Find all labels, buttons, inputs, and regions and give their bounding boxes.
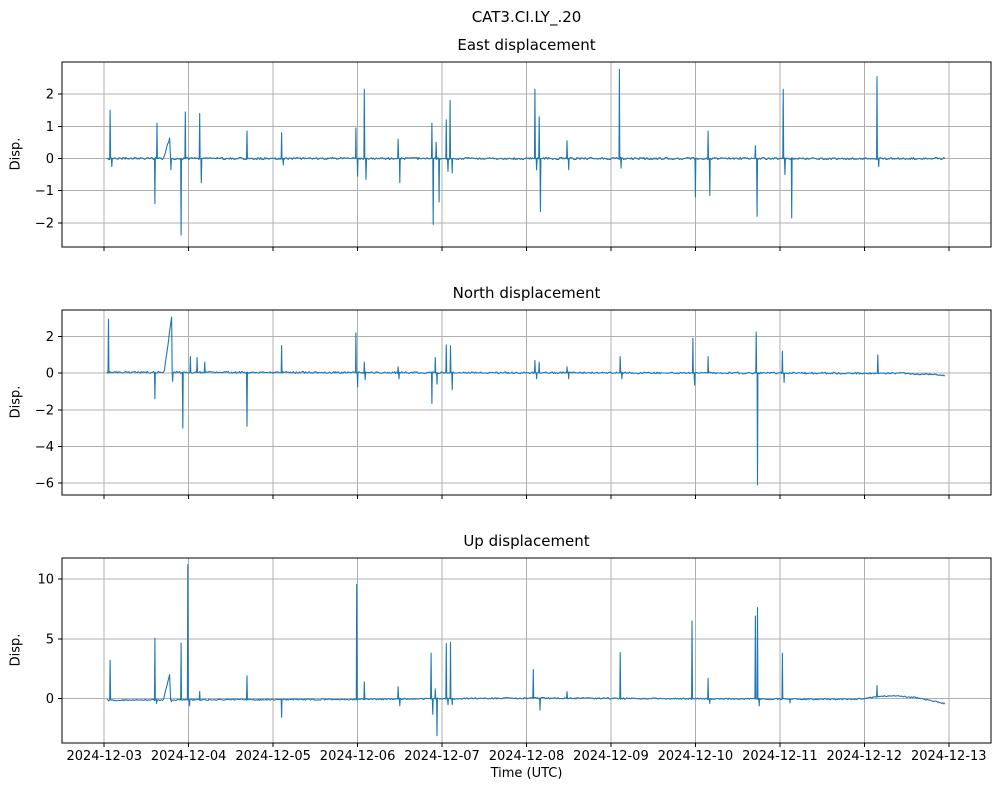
x-tick-label: 2024-12-08 <box>489 749 565 764</box>
north-grid <box>62 310 991 495</box>
subplot-title-east: East displacement <box>457 36 596 54</box>
x-tick-label: 2024-12-03 <box>66 749 142 764</box>
y-tick-label: 10 <box>37 572 54 587</box>
east-axes <box>58 61 992 251</box>
y-tick-label: −6 <box>35 477 54 492</box>
east-ytick-labels: 2 1 0 −1 −2 <box>35 88 54 232</box>
east-grid <box>62 62 991 247</box>
x-tick-label: 2024-12-07 <box>404 749 480 764</box>
y-tick-label: −2 <box>35 403 54 418</box>
y-tick-label: 5 <box>46 632 54 647</box>
xtick-labels: 2024-12-03 2024-12-04 2024-12-05 2024-12-06… <box>66 749 986 764</box>
subplot-title-up: Up displacement <box>463 532 590 550</box>
x-tick-label: 2024-12-11 <box>742 749 818 764</box>
figure-title: CAT3.CI.LY_.20 <box>471 8 582 26</box>
x-tick-label: 2024-12-04 <box>151 749 227 764</box>
x-tick-label: 2024-12-05 <box>235 749 311 764</box>
up-grid <box>62 558 991 743</box>
north-axes <box>58 309 992 499</box>
y-tick-label: 0 <box>46 692 54 707</box>
x-tick-label: 2024-12-12 <box>827 749 903 764</box>
y-tick-label: 2 <box>46 88 54 103</box>
x-tick-label: 2024-12-06 <box>320 749 396 764</box>
y-tick-label: 0 <box>46 367 54 382</box>
y-tick-label: −2 <box>35 216 54 231</box>
subplot-title-north: North displacement <box>452 284 601 302</box>
up-axes <box>58 557 992 747</box>
north-ytick-labels: 2 0 −2 −4 −6 <box>35 330 54 492</box>
x-axis-label: Time (UTC) <box>490 766 563 781</box>
y-tick-label: 1 <box>46 120 54 135</box>
east-line <box>106 68 946 236</box>
up-line <box>106 564 946 737</box>
up-ytick-labels: 10 5 0 <box>37 572 54 707</box>
north-line <box>106 316 946 486</box>
x-tick-label: 2024-12-09 <box>573 749 649 764</box>
x-tick-label: 2024-12-10 <box>658 749 734 764</box>
y-tick-label: 0 <box>46 152 54 167</box>
y-tick-label: −1 <box>35 184 54 199</box>
y-tick-label: 2 <box>46 330 54 345</box>
y-tick-label: −4 <box>35 440 54 455</box>
x-tick-label: 2024-12-13 <box>911 749 987 764</box>
